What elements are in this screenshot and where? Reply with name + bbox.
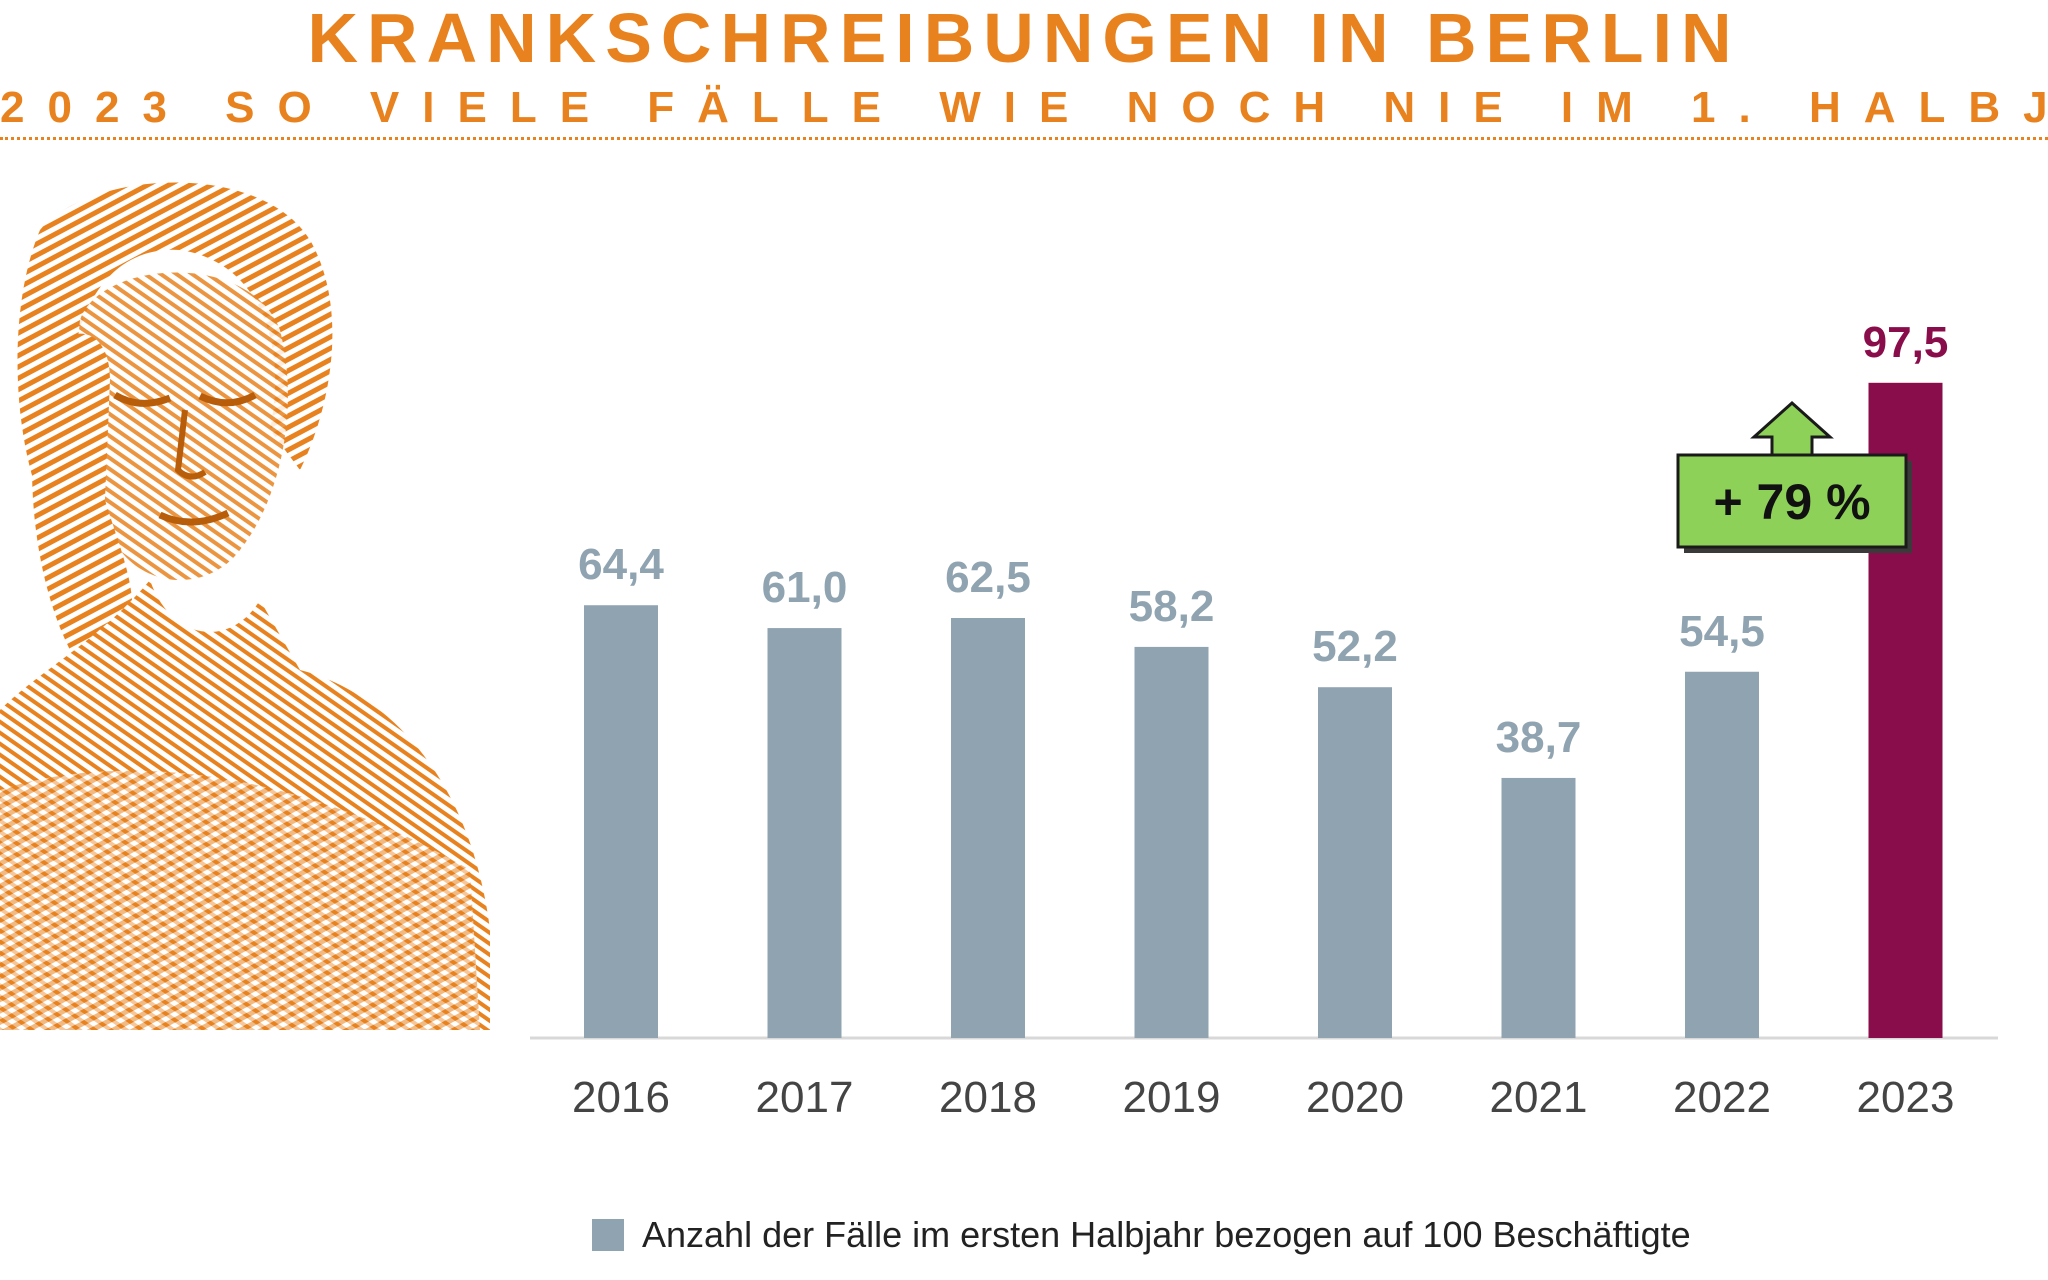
legend-label: Anzahl der Fälle im ersten Halbjahr bezo… bbox=[642, 1214, 1691, 1255]
x-tick-2017: 2017 bbox=[756, 1073, 854, 1122]
value-label-2023: 97,5 bbox=[1863, 318, 1949, 367]
value-label-2016: 64,4 bbox=[578, 540, 664, 589]
annotation-label: + 79 % bbox=[1713, 474, 1870, 530]
header-divider bbox=[0, 137, 2048, 140]
value-label-2018: 62,5 bbox=[945, 553, 1031, 602]
value-label-2021: 38,7 bbox=[1496, 713, 1582, 762]
x-tick-2023: 2023 bbox=[1857, 1073, 1955, 1122]
x-tick-2016: 2016 bbox=[572, 1073, 670, 1122]
bar-2018 bbox=[951, 618, 1025, 1038]
x-tick-2022: 2022 bbox=[1673, 1073, 1771, 1122]
x-tick-2020: 2020 bbox=[1306, 1073, 1404, 1122]
bar-2019 bbox=[1134, 646, 1209, 1038]
value-label-2019: 58,2 bbox=[1129, 582, 1215, 631]
value-label-2020: 52,2 bbox=[1312, 622, 1398, 671]
legend-swatch bbox=[592, 1219, 624, 1251]
value-label-2022: 54,5 bbox=[1679, 607, 1765, 656]
x-tick-2021: 2021 bbox=[1490, 1073, 1588, 1122]
chart-legend: Anzahl der Fälle im ersten Halbjahr bezo… bbox=[592, 1210, 1691, 1260]
chart-subtitle: 2023 SO VIELE FÄLLE WIE NOCH NIE IM 1. H… bbox=[0, 83, 2048, 132]
bar-2017 bbox=[767, 628, 842, 1038]
x-tick-2019: 2019 bbox=[1123, 1073, 1221, 1122]
arrow-up-icon bbox=[1750, 400, 1834, 459]
increase-annotation: + 79 % bbox=[1676, 400, 1912, 553]
woman-headache-icon bbox=[0, 182, 490, 1030]
x-tick-2018: 2018 bbox=[939, 1073, 1037, 1122]
bar-2016 bbox=[584, 605, 658, 1038]
annotation-box bbox=[1676, 453, 1908, 549]
chart-title: KRANKSCHREIBUNGEN IN BERLIN bbox=[307, 0, 1741, 77]
bar-2021 bbox=[1501, 777, 1576, 1038]
bar-2020 bbox=[1318, 687, 1392, 1038]
value-label-2017: 61,0 bbox=[762, 563, 848, 612]
bar-2022 bbox=[1685, 671, 1759, 1038]
